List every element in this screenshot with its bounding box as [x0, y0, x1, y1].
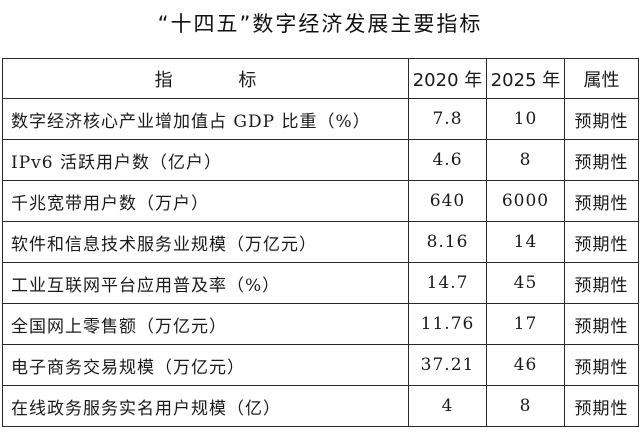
value-2020-cell: 4 [408, 385, 487, 427]
header-indicator: 指 标 [2, 58, 409, 99]
value-2020-cell: 11.76 [408, 303, 487, 345]
table-row: 千兆宽带用户数（万户） 640 6000 预期性 [2, 180, 639, 222]
value-2025-cell: 8 [486, 139, 565, 181]
value-2020-cell: 37.21 [408, 344, 487, 386]
value-2025-cell: 45 [486, 262, 565, 304]
value-2025-cell: 17 [486, 303, 565, 345]
indicator-cell: 工业互联网平台应用普及率（%） [2, 262, 409, 304]
attribute-cell: 预期性 [564, 221, 639, 263]
table-row: 软件和信息技术服务业规模（万亿元） 8.16 14 预期性 [2, 221, 639, 263]
header-2025: 2025 年 [486, 58, 565, 99]
value-2025-cell: 46 [486, 344, 565, 386]
attribute-cell: 预期性 [564, 344, 639, 386]
attribute-cell: 预期性 [564, 303, 639, 345]
value-2025-cell: 10 [486, 98, 565, 140]
attribute-cell: 预期性 [564, 385, 639, 427]
value-2025-cell: 8 [486, 385, 565, 427]
header-2020: 2020 年 [408, 58, 487, 99]
value-2020-cell: 4.6 [408, 139, 487, 181]
table-row: IPv6 活跃用户数（亿户） 4.6 8 预期性 [2, 139, 639, 181]
value-2025-cell: 6000 [486, 180, 565, 222]
indicator-cell: IPv6 活跃用户数（亿户） [2, 139, 409, 181]
table-row: 全国网上零售额（万亿元） 11.76 17 预期性 [2, 303, 639, 345]
page-title: “十四五”数字经济发展主要指标 [157, 12, 483, 36]
indicator-cell: 电子商务交易规模（万亿元） [2, 344, 409, 386]
table-header-row: 指 标 2020 年 2025 年 属性 [2, 58, 639, 99]
indicator-cell: 千兆宽带用户数（万户） [2, 180, 409, 222]
indicators-table: 指 标 2020 年 2025 年 属性 数字经济核心产业增加值占 GDP 比重… [2, 58, 639, 427]
attribute-cell: 预期性 [564, 262, 639, 304]
table-row: 工业互联网平台应用普及率（%） 14.7 45 预期性 [2, 262, 639, 304]
value-2025-cell: 14 [486, 221, 565, 263]
attribute-cell: 预期性 [564, 139, 639, 181]
attribute-cell: 预期性 [564, 98, 639, 140]
value-2020-cell: 8.16 [408, 221, 487, 263]
value-2020-cell: 640 [408, 180, 487, 222]
table-row: 在线政务服务实名用户规模（亿） 4 8 预期性 [2, 385, 639, 427]
indicator-cell: 全国网上零售额（万亿元） [2, 303, 409, 345]
table-row: 数字经济核心产业增加值占 GDP 比重（%） 7.8 10 预期性 [2, 98, 639, 140]
indicator-cell: 软件和信息技术服务业规模（万亿元） [2, 221, 409, 263]
value-2020-cell: 7.8 [408, 98, 487, 140]
header-attribute: 属性 [564, 58, 639, 99]
value-2020-cell: 14.7 [408, 262, 487, 304]
attribute-cell: 预期性 [564, 180, 639, 222]
indicator-cell: 在线政务服务实名用户规模（亿） [2, 385, 409, 427]
indicator-cell: 数字经济核心产业增加值占 GDP 比重（%） [2, 98, 409, 140]
table-row: 电子商务交易规模（万亿元） 37.21 46 预期性 [2, 344, 639, 386]
